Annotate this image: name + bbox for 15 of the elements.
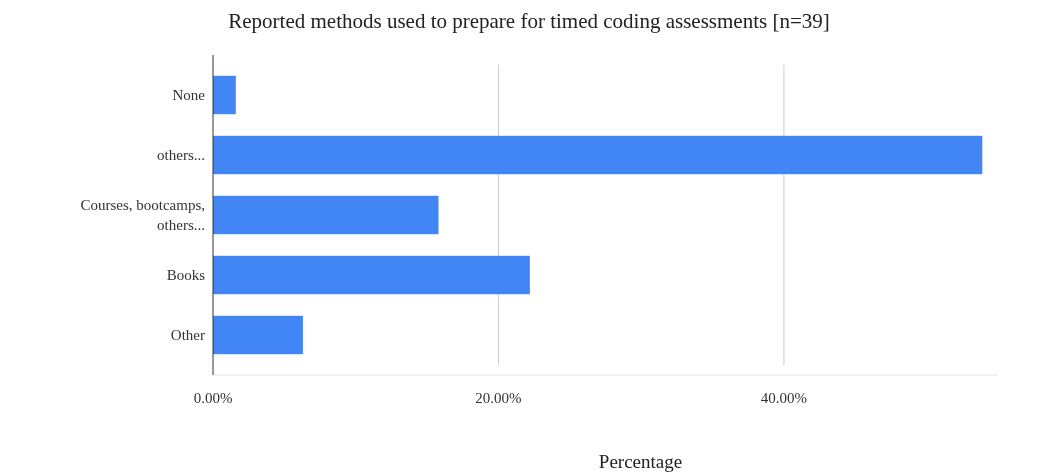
bar [213,135,983,175]
chart-title: Reported methods used to prepare for timed coding assessments [n=39] [228,9,830,33]
x-tick-label: 40.00% [760,390,808,406]
x-tick-label: 0.00% [193,390,233,406]
x-axis-title: Percentage [598,451,683,472]
y-tick-label: Other [170,327,205,343]
y-tick-label: None [172,87,206,103]
y-tick-label: Courses, bootcamps, others... [80,197,205,233]
x-tick-label: 20.00% [475,390,522,406]
bar [213,75,236,115]
y-tick-label: Books [166,267,206,283]
bar [213,255,530,295]
bar [213,315,303,355]
y-tick-label: others... [157,147,205,163]
bar [213,195,439,235]
